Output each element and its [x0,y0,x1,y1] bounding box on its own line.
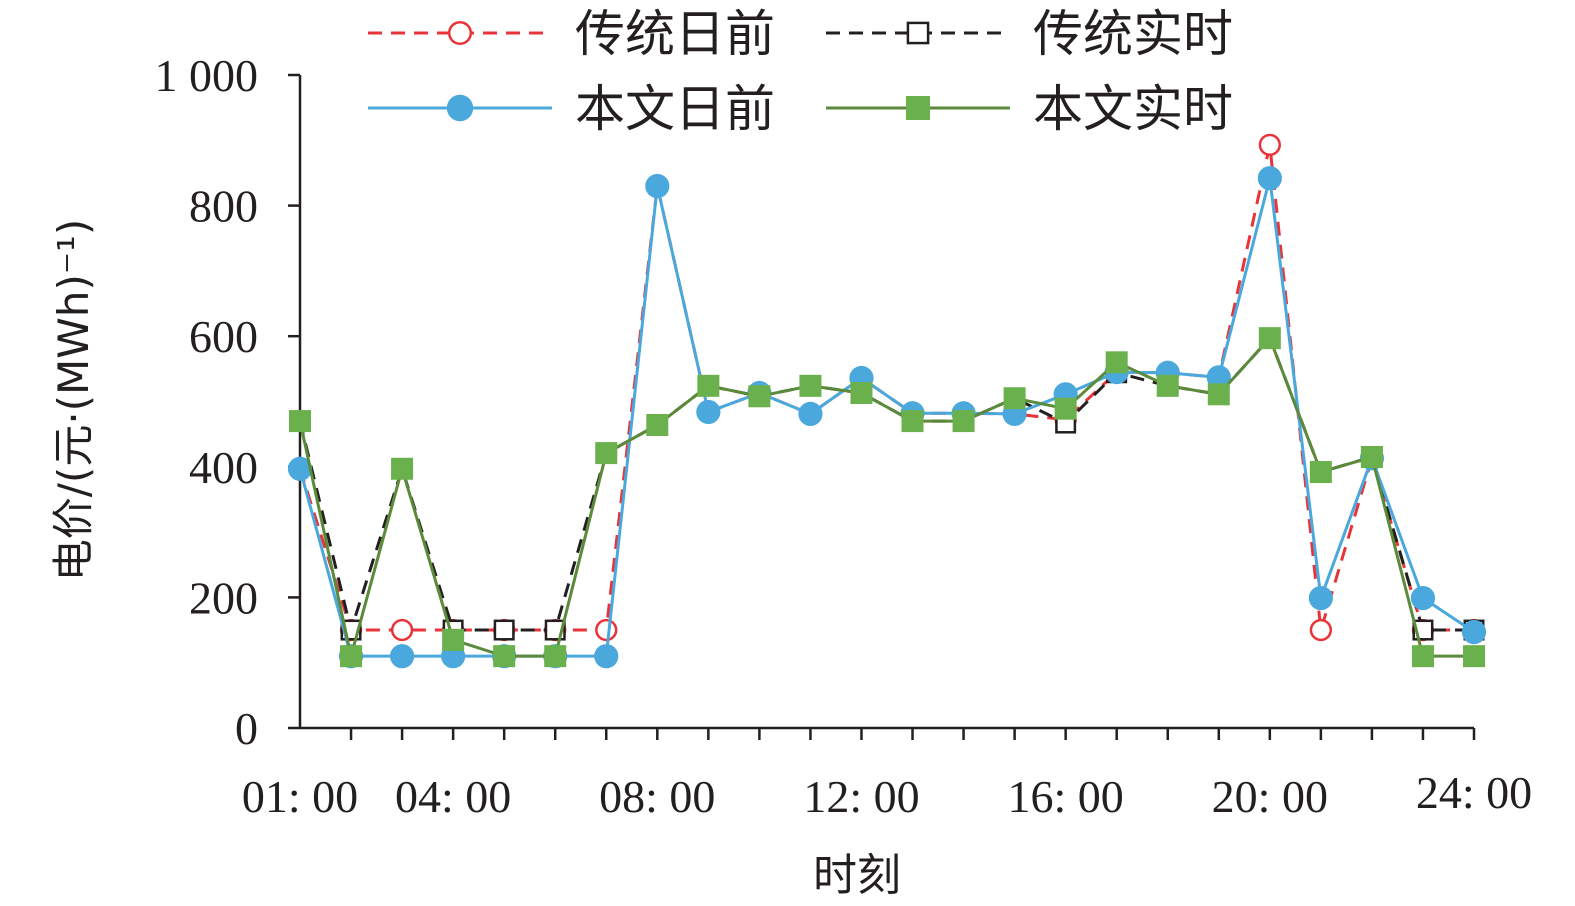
data-point [340,645,363,668]
series-group [287,133,1487,669]
series-line [298,335,1474,636]
legend-item: 传统日前 [368,5,775,63]
data-point [389,644,415,669]
data-point [1258,327,1281,350]
legend-label: 本文日前 [575,80,775,138]
data-point [901,410,924,433]
data-point [289,410,311,433]
data-point [493,645,516,668]
y-tick-label: 1 000 [155,50,259,101]
data-point [697,374,720,397]
x-tick-label: 12: 00 [803,771,919,822]
data-point [1003,387,1026,410]
data-point [595,442,618,465]
y-axis-label: 电价/(元·(MWh)⁻¹) [49,219,98,581]
data-point [748,385,771,408]
data-point [390,618,414,642]
data-point [544,645,567,668]
legend-item: 本文日前 [368,80,775,138]
x-tick-label: 24: 00 [1416,767,1532,818]
data-point [1308,585,1333,611]
y-tick-label: 800 [189,181,258,232]
legend-item: 本文实时 [826,80,1233,138]
data-point [645,173,670,199]
series-line [298,335,1474,658]
data-point [952,410,975,433]
legend-label: 传统日前 [575,5,775,63]
data-point [1309,461,1332,484]
data-point [595,618,618,642]
legend-item: 传统实时 [826,5,1233,63]
data-point [446,94,474,122]
data-point [850,382,873,405]
y-tick-label: 400 [189,442,258,493]
legend-label: 本文实时 [1033,80,1233,138]
data-point [696,399,721,425]
x-tick-label: 08: 00 [599,771,715,822]
data-point [594,644,619,669]
data-point [1309,618,1333,642]
data-point [287,456,313,481]
data-point [442,628,465,651]
data-point [799,374,822,397]
data-point [906,21,930,45]
series-line [298,144,1474,632]
data-point [1207,383,1230,406]
data-point [798,401,823,427]
data-point [493,619,515,641]
data-point [447,20,473,46]
series-传统日前 [288,133,1486,642]
data-point [1105,351,1128,374]
x-tick-label: 16: 00 [1008,771,1124,822]
legend-label: 传统实时 [1033,5,1233,63]
series-本文日前 [287,166,1487,669]
data-point [906,96,930,120]
data-point [1258,133,1281,157]
data-point [646,414,669,437]
data-point [1411,645,1434,668]
data-point [1257,166,1282,191]
axes: 0 200 400 600 800 1 000 01: 00 04: 00 08: 00 12: … [155,50,1533,822]
y-tick-label: 200 [189,572,258,623]
x-axis-label: 时刻 [813,850,901,901]
data-point [1360,446,1383,469]
data-point [391,457,414,480]
data-point [1463,645,1485,668]
x-tick-label: 01: 00 [242,771,358,822]
data-point [1410,585,1436,611]
data-point [1054,397,1077,420]
series-本文实时 [289,327,1485,668]
x-tick-label: 20: 00 [1212,771,1328,822]
series-line [298,177,1475,658]
x-tick-label: 04: 00 [395,771,511,822]
y-tick-label: 600 [189,311,258,362]
y-tick-label: 0 [235,703,258,754]
data-point [1461,619,1487,645]
data-point [1156,374,1179,397]
